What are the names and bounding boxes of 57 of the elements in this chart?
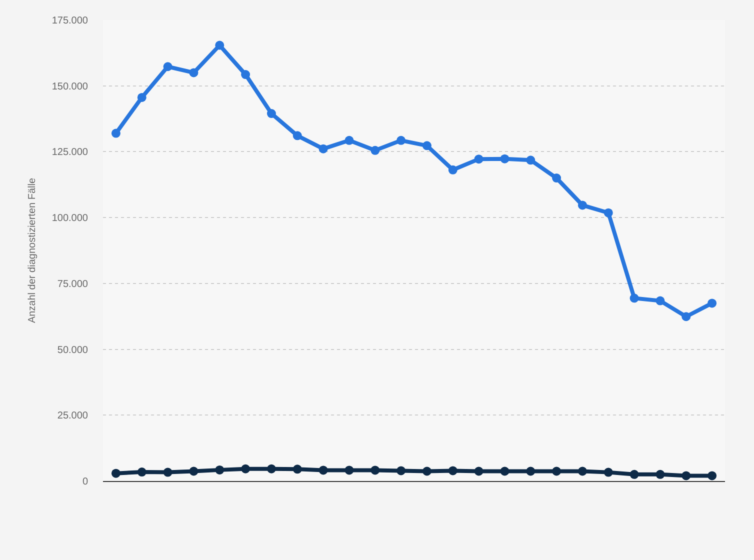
point — [344, 466, 354, 475]
point — [163, 468, 172, 477]
point — [708, 298, 717, 308]
y-tick-label: 50.000 — [57, 344, 88, 356]
y-tick-label: 100.000 — [52, 213, 88, 224]
point — [604, 468, 613, 477]
point — [526, 466, 536, 476]
point — [189, 466, 198, 476]
point — [318, 466, 328, 475]
point — [448, 466, 458, 476]
point — [474, 466, 484, 476]
point — [682, 312, 691, 322]
point — [215, 40, 224, 50]
point — [137, 468, 146, 477]
point — [163, 62, 172, 72]
point — [344, 136, 354, 145]
y-tick-label: 0 — [82, 476, 88, 488]
point — [708, 471, 717, 480]
y-tick-label: 25.000 — [57, 410, 88, 422]
point — [552, 174, 562, 183]
point — [474, 154, 484, 164]
point — [578, 200, 587, 210]
point — [552, 466, 562, 476]
point — [241, 464, 250, 474]
point — [370, 146, 380, 155]
point — [111, 128, 120, 138]
point — [656, 470, 665, 479]
point — [292, 131, 302, 140]
y-tick-label: 75.000 — [57, 278, 88, 290]
point — [396, 136, 406, 145]
point — [189, 68, 198, 78]
point — [526, 156, 536, 165]
point — [111, 468, 120, 478]
point — [318, 144, 328, 154]
point — [578, 466, 587, 476]
point — [292, 464, 302, 474]
point — [500, 466, 510, 476]
point — [630, 294, 639, 303]
point — [656, 296, 665, 306]
point — [241, 70, 250, 80]
point — [422, 141, 432, 150]
point — [137, 92, 146, 102]
y-tick-label: 175.000 — [52, 16, 88, 26]
point — [630, 470, 639, 479]
point — [266, 464, 276, 474]
point — [266, 109, 276, 118]
point — [682, 471, 691, 480]
point — [215, 465, 224, 474]
point — [370, 466, 380, 475]
point — [448, 165, 458, 174]
point — [422, 466, 432, 476]
y-tick-label: 125.000 — [52, 147, 88, 158]
y-tick-label: 150.000 — [52, 81, 88, 92]
point — [500, 154, 510, 164]
y-axis-title: Anzahl der diagnostizierten Fälle — [26, 178, 38, 324]
point — [604, 208, 613, 218]
point — [396, 466, 406, 476]
